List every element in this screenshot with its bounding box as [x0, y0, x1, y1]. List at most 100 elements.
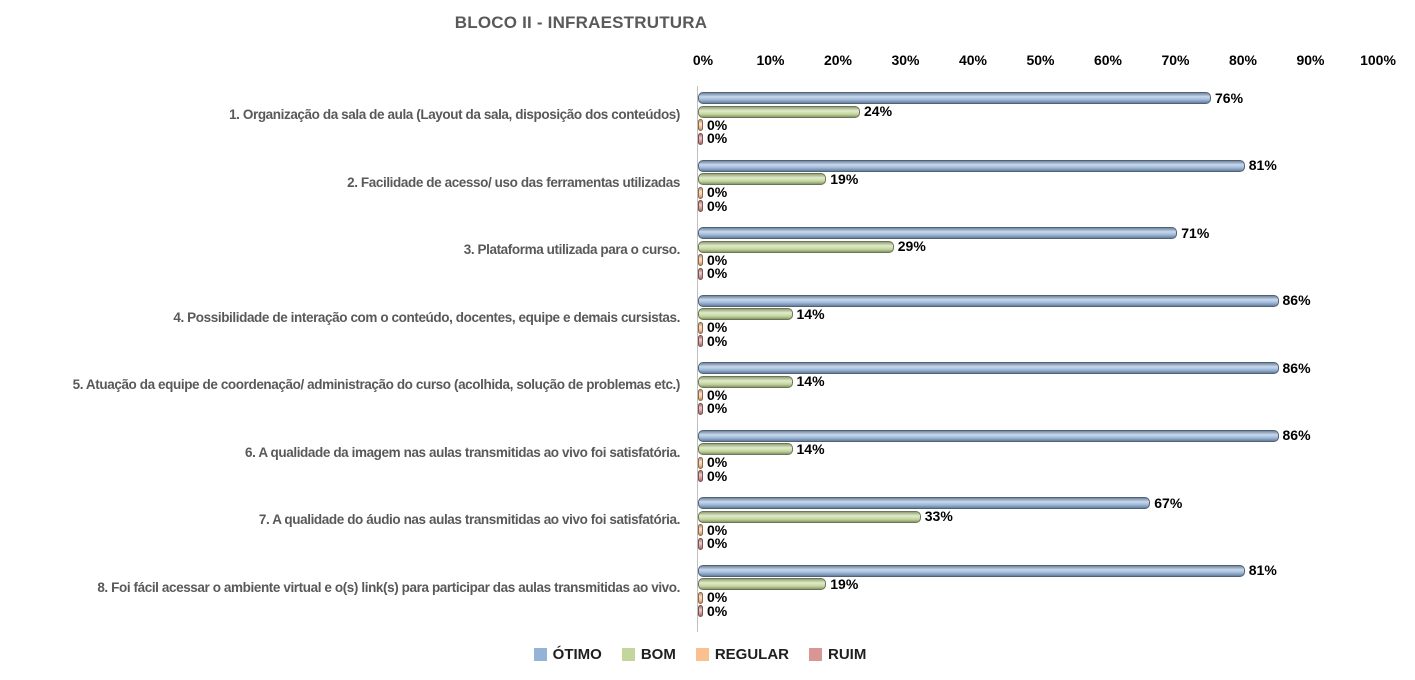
bar-row: 81% — [698, 158, 1388, 172]
bar-otimo — [698, 227, 1178, 239]
x-axis-tick: 0% — [692, 52, 714, 68]
value-label: 14% — [796, 440, 825, 457]
value-label: 67% — [1154, 494, 1183, 511]
bar-row: 86% — [698, 359, 1388, 376]
value-label: 0% — [707, 251, 728, 268]
category-label: 2. Facilidade de acesso/ uso das ferrame… — [347, 174, 680, 190]
bar-bom — [698, 443, 793, 455]
bar-row: 14% — [698, 440, 1388, 457]
value-label: 0% — [707, 454, 728, 470]
x-axis-tick: 80% — [1228, 52, 1258, 68]
value-label: 0% — [707, 535, 728, 551]
bar-regular — [698, 456, 703, 469]
legend-label: RUIM — [828, 646, 867, 663]
value-label: 33% — [924, 508, 953, 524]
value-label: 0% — [707, 116, 728, 133]
bar-regular — [698, 591, 703, 604]
bar-row: 67% — [698, 494, 1388, 511]
bar-row: 0% — [698, 197, 1388, 214]
bar-row: 71% — [698, 224, 1388, 241]
x-axis-tick: 40% — [958, 52, 988, 68]
bar-group: 67% 33% 0% 0% — [698, 493, 1388, 561]
bar-group: 71% 29% 0% 0% — [698, 223, 1388, 291]
bar-group: 81% 19% 0% 0% — [698, 156, 1388, 224]
bar-bom — [698, 240, 894, 253]
bar-row: 19% — [698, 172, 1388, 186]
value-label: 76% — [1215, 89, 1244, 106]
bar-row: 86% — [698, 292, 1388, 308]
chart-title: BLOCO II - INFRAESTRUTURA — [454, 13, 708, 32]
value-label: 0% — [707, 400, 728, 416]
value-label: 14% — [796, 373, 825, 389]
value-label: 86% — [1282, 292, 1311, 308]
bar-row: 0% — [698, 334, 1388, 348]
value-label: 0% — [707, 467, 728, 484]
value-label: 24% — [864, 103, 893, 119]
bar-group: 86% 14% 0% 0% — [698, 426, 1388, 494]
value-label: 14% — [796, 305, 825, 322]
value-label: 0% — [707, 602, 728, 619]
bar-row: 0% — [698, 454, 1388, 470]
x-axis-tick: 30% — [891, 52, 920, 68]
bar-regular — [698, 119, 703, 131]
x-axis-tick: 50% — [1026, 52, 1055, 68]
bar-row: 76% — [698, 89, 1388, 106]
category-label: 6. A qualidade da imagem nas aulas trans… — [245, 444, 680, 460]
bar-bom — [698, 510, 921, 523]
value-label: 0% — [707, 184, 728, 200]
bar-row: 0% — [698, 131, 1388, 145]
bar-group: 86% 14% 0% 0% — [698, 291, 1388, 359]
bar-row: 14% — [698, 305, 1388, 322]
bar-row: 0% — [698, 251, 1388, 268]
bar-row: 86% — [698, 428, 1388, 442]
bar-row: 0% — [698, 116, 1388, 133]
value-label: 29% — [897, 238, 926, 254]
value-label: 0% — [707, 197, 728, 214]
bar-row: 0% — [698, 319, 1388, 335]
bar-ruim — [698, 335, 703, 347]
category-labels: 1. Organização da sala de aula (Layout d… — [0, 88, 681, 628]
legend-label: BOM — [640, 646, 676, 663]
bar-regular — [698, 524, 703, 536]
legend-swatch-otimo — [533, 648, 547, 661]
bar-bom — [698, 173, 827, 185]
bar-row: 29% — [698, 238, 1388, 254]
bar-row: 0% — [698, 400, 1388, 416]
x-axis-tick: 60% — [1093, 52, 1123, 68]
x-axis-tick: 10% — [756, 52, 785, 68]
value-label: 71% — [1181, 224, 1210, 241]
value-label: 81% — [1248, 562, 1277, 578]
legend-swatch-bom — [621, 648, 635, 661]
bar-group: 76% 24% 0% 0% — [698, 88, 1388, 156]
bar-bom — [698, 105, 860, 118]
bar-row: 19% — [698, 577, 1388, 591]
bar-regular — [698, 186, 703, 199]
bar-ruim — [698, 267, 703, 280]
bar-row: 14% — [698, 373, 1388, 389]
legend-label: REGULAR — [714, 646, 789, 663]
bar-row: 0% — [698, 602, 1388, 619]
x-axis: 0% 10% 20% 30% 40% 50% 60% 70% 80% 90% 100% — [693, 52, 1396, 68]
bar-row: 0% — [698, 184, 1388, 200]
value-label: 0% — [707, 319, 728, 335]
bar-regular — [698, 254, 703, 266]
value-label: 86% — [1282, 359, 1311, 376]
x-axis-tick: 90% — [1296, 52, 1325, 68]
bar-row: 0% — [698, 386, 1388, 403]
x-axis-tick: 70% — [1161, 52, 1190, 68]
bar-row: 0% — [698, 523, 1388, 537]
y-axis-line — [697, 86, 698, 632]
bar-row: 0% — [698, 535, 1388, 551]
bar-otimo — [698, 92, 1211, 104]
bar-row: 0% — [698, 590, 1388, 604]
bar-ruim — [698, 402, 703, 415]
bar-otimo — [698, 564, 1245, 577]
bar-otimo — [698, 497, 1151, 509]
category-label: 7. A qualidade do áudio nas aulas transm… — [258, 512, 680, 528]
bar-group: 81% 19% 0% 0% — [698, 561, 1388, 629]
legend-swatch-regular — [695, 648, 709, 661]
category-label: 1. Organização da sala de aula (Layout d… — [229, 107, 680, 123]
bar-row: 81% — [698, 562, 1388, 578]
value-label: 0% — [707, 386, 728, 403]
